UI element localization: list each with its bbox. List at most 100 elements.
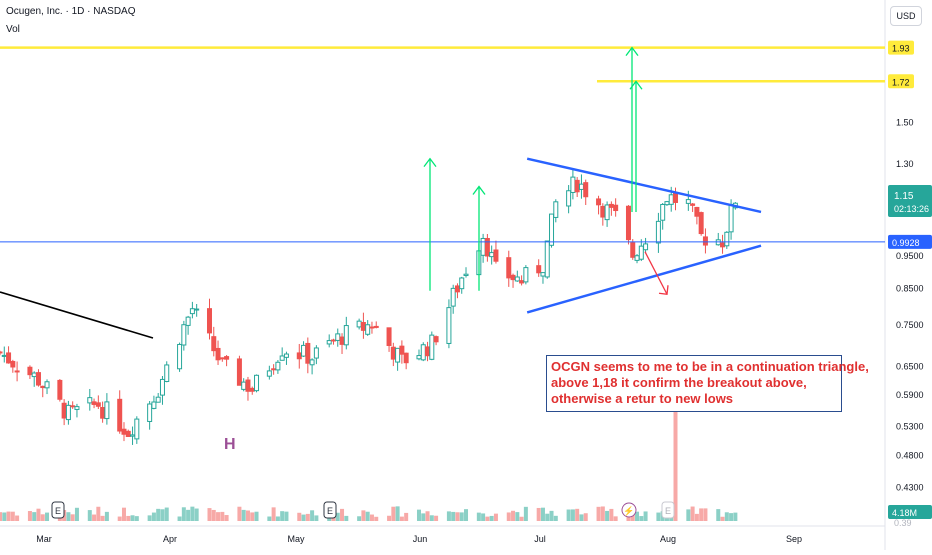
volume-bar [357,516,362,521]
volume-bar [733,512,738,521]
volume-bar [241,509,246,521]
volume-bar [15,515,20,521]
volume-bar [493,513,498,521]
candle-body [510,274,516,281]
candle-body [219,357,225,360]
candle-body [668,194,674,205]
volume-bar [237,506,242,521]
candle-body [206,308,212,334]
candle-body [155,396,161,403]
price-tick-label: 0.7500 [896,320,924,330]
candle-body [630,242,636,258]
volume-bar [421,513,426,521]
target-arrow-head [629,80,643,90]
note-line-3: otherwise a retur to new lows [551,391,734,406]
candle-body [416,355,422,360]
target-arrow-head [423,157,437,168]
candle-body [454,285,460,293]
symbol-title: Ocugen, Inc. · 1D · NASDAQ [6,6,136,17]
candle-body [305,342,311,364]
volume-bar [369,514,374,521]
time-tick-label: Sep [786,534,802,544]
volume-bar [220,511,225,521]
candle-body [224,356,230,360]
candle-body [702,236,708,246]
candle-body [728,203,734,233]
badge-1-72-bg [888,74,914,89]
candle-body [463,273,469,277]
volume-bar [245,510,250,521]
volume-bar [374,516,379,521]
volume-bar [425,511,430,521]
candle-body [493,249,499,262]
volume-bar [275,516,280,521]
volume-bar [673,395,678,521]
candle-body [446,307,452,344]
currency-button[interactable]: USD [890,6,922,26]
volume-bar [455,512,460,521]
volume-bar [699,508,704,521]
volume-bar [335,512,340,521]
candle-body [271,368,277,371]
candle-body [236,358,242,386]
volume-bar [459,512,464,521]
candle-body [514,276,520,282]
candle-body [275,361,281,371]
volume-bar [194,508,199,521]
volume-bar [32,512,37,521]
volume-bar [429,515,434,521]
candle-body [211,336,217,352]
candle-body [87,397,93,404]
time-tick-label: Jun [413,534,428,544]
candle-body [386,327,392,346]
candle-body [540,272,546,277]
volume-bar [609,508,614,521]
candle-body [433,336,439,343]
volume-bar [250,512,255,521]
volume-bar [365,511,370,521]
triangle-lower-line [526,244,762,314]
volume-bar [694,513,699,521]
candle-body [570,176,576,193]
volume-bar [690,506,695,521]
volume-bar [134,516,139,521]
volume-bar [549,510,554,521]
note-line-1: OCGN seems to me to be in a continuation… [551,359,869,374]
volume-bar [160,509,165,521]
event-icon [621,502,637,518]
volume-bar [596,506,601,521]
volume-bar [314,515,319,521]
volume-bar [96,506,101,521]
candle-body [660,203,666,221]
candle-body [1,354,7,357]
candle-body [249,387,255,392]
candle-body [31,372,37,378]
candle-body [578,183,584,190]
volume-bar [186,509,191,521]
candle-body [185,316,191,326]
badge-1-72: 1.72 [892,77,910,87]
candle-body [403,352,409,364]
candle-body [57,379,63,400]
badge-1-93-bg [888,40,914,55]
candle-body [313,347,319,359]
volume-bar [267,516,272,521]
time-tick-label: Apr [163,534,177,544]
candle-body [254,374,260,392]
candle-body [720,242,726,248]
volume-bar [536,507,541,521]
candle-body [134,418,140,440]
candle-body [574,179,580,193]
price-tick-label: 0.4300 [896,482,924,492]
candle-body [698,212,704,235]
earnings-label: E [55,506,61,516]
candle-body [459,277,465,290]
volume-bar [600,506,605,521]
time-tick-label: May [287,534,305,544]
candle-body [643,243,649,251]
countdown-label: 02:13:26 [894,204,929,214]
candle-body [360,322,366,331]
candle-body [95,402,101,407]
